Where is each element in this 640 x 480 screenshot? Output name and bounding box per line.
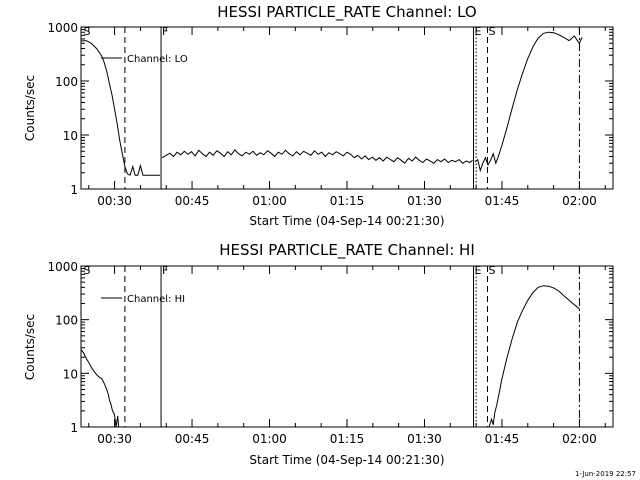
lo-x-tick-label: 01:00 (252, 194, 287, 208)
lo-event-marker-label: S (488, 25, 495, 38)
hi-y-tick-label: 100 (55, 314, 78, 328)
hi-x-axis-label: Start Time (04-Sep-14 00:21:30) (249, 453, 444, 467)
lo-x-tick-label: 01:30 (407, 194, 442, 208)
hi-event-marker-label: F (162, 264, 168, 277)
hi-channel-panel: HESSI PARTICLE_RATE Channel: HI Counts/s… (23, 241, 614, 467)
hi-y-tick-label: 1 (70, 421, 78, 435)
lo-y-tick-label: 100 (55, 75, 78, 89)
hi-rate-line (488, 285, 580, 427)
lo-x-tick-label: 00:45 (175, 194, 210, 208)
hi-x-tick-label: 01:00 (252, 432, 287, 446)
lo-x-tick-label: 01:15 (330, 194, 365, 208)
hi-rate-line (81, 349, 120, 427)
lo-event-marker-label: S (84, 25, 91, 38)
lo-event-marker-label: E (475, 25, 482, 38)
hi-x-tick-label: 01:30 (407, 432, 442, 446)
hi-legend: Channel: HI (101, 294, 185, 305)
lo-rate-line (161, 149, 473, 164)
lo-x-tick-label: 01:45 (485, 194, 520, 208)
hi-y-tick-label: 1000 (47, 260, 78, 274)
lo-legend-label: Channel: LO (127, 54, 188, 65)
footer-timestamp: 1-Jun-2019 22:57 (575, 470, 636, 478)
hi-x-tick-label: 00:30 (97, 432, 132, 446)
lo-chart-title: HESSI PARTICLE_RATE Channel: LO (217, 3, 476, 22)
lo-x-tick-label: 02:00 (562, 194, 597, 208)
hi-event-marker-label: S (488, 264, 495, 277)
lo-y-axis-label: Counts/sec (23, 75, 37, 141)
lo-rate-line (81, 40, 160, 176)
lo-x-axis-label: Start Time (04-Sep-14 00:21:30) (249, 214, 444, 228)
hi-x-tick-label: 01:15 (330, 432, 365, 446)
hi-legend-label: Channel: HI (127, 294, 185, 305)
lo-event-marker-label: F (162, 25, 168, 38)
hi-chart-title: HESSI PARTICLE_RATE Channel: HI (219, 241, 475, 260)
hi-event-marker-label: S (84, 264, 91, 277)
hi-y-tick-label: 10 (63, 367, 78, 381)
hi-x-tick-label: 01:45 (485, 432, 520, 446)
lo-rate-line (474, 31, 583, 173)
hi-y-axis-label: Counts/sec (23, 314, 37, 380)
lo-x-tick-label: 00:30 (97, 194, 132, 208)
lo-y-tick-label: 1 (70, 183, 78, 197)
lo-channel-panel: HESSI PARTICLE_RATE Channel: LO Counts/s… (23, 3, 614, 228)
lo-y-tick-label: 10 (63, 129, 78, 143)
hi-x-tick-label: 02:00 (562, 432, 597, 446)
hi-x-tick-label: 00:45 (175, 432, 210, 446)
hi-event-marker-label: E (475, 264, 482, 277)
lo-y-tick-label: 1000 (47, 21, 78, 35)
lo-legend: Channel: LO (101, 54, 188, 65)
